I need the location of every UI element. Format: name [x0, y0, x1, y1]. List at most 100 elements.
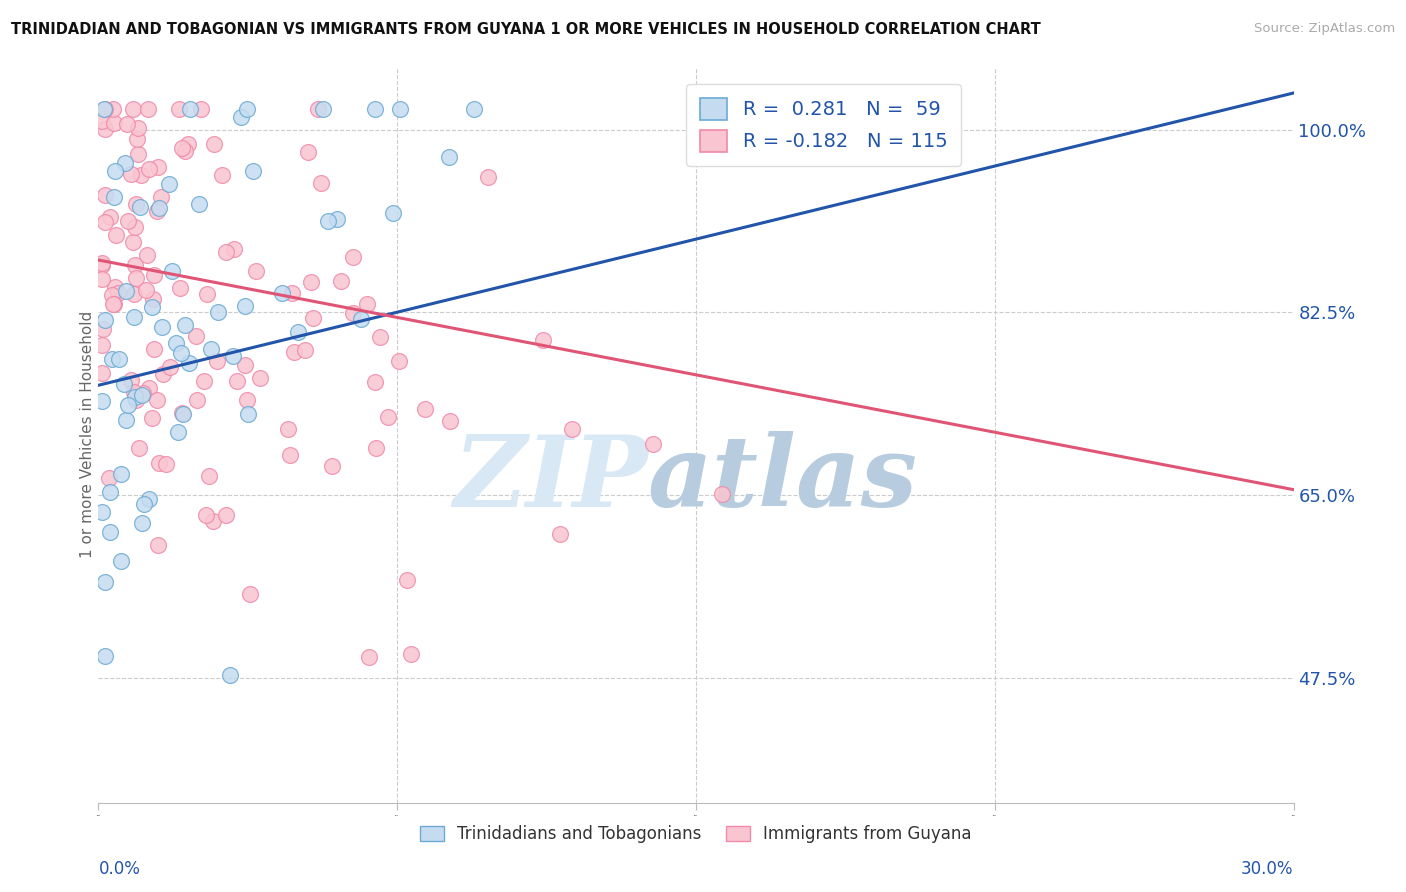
Point	[114, 413, 136, 427]
Point	[172, 407, 194, 421]
Point	[159, 359, 181, 374]
Point	[368, 330, 391, 344]
Point	[103, 190, 125, 204]
Point	[132, 385, 155, 400]
Point	[278, 448, 301, 462]
Point	[548, 527, 571, 541]
Point	[149, 189, 172, 203]
Point	[101, 351, 124, 366]
Point	[91, 367, 114, 381]
Point	[643, 437, 665, 451]
Point	[531, 333, 554, 347]
Point	[233, 300, 256, 314]
Y-axis label: 1 or more Vehicles in Household: 1 or more Vehicles in Household	[80, 311, 94, 558]
Point	[98, 210, 121, 224]
Text: TRINIDADIAN AND TOBAGONIAN VS IMMIGRANTS FROM GUYANA 1 OR MORE VEHICLES IN HOUSE: TRINIDADIAN AND TOBAGONIAN VS IMMIGRANTS…	[11, 22, 1040, 37]
Point	[561, 422, 583, 436]
Text: atlas: atlas	[648, 431, 918, 527]
Point	[167, 102, 190, 116]
Point	[138, 492, 160, 507]
Point	[236, 408, 259, 422]
Point	[91, 338, 114, 352]
Point	[91, 256, 114, 270]
Point	[122, 384, 145, 399]
Point	[321, 458, 343, 473]
Point	[94, 188, 117, 202]
Point	[138, 381, 160, 395]
Point	[165, 336, 187, 351]
Point	[100, 288, 122, 302]
Point	[125, 196, 148, 211]
Point	[131, 516, 153, 530]
Text: Source: ZipAtlas.com: Source: ZipAtlas.com	[1254, 22, 1395, 36]
Point	[184, 329, 207, 343]
Point	[202, 136, 225, 151]
Point	[200, 343, 222, 357]
Text: 0.0%: 0.0%	[98, 860, 141, 879]
Point	[141, 301, 163, 315]
Point	[169, 281, 191, 295]
Point	[205, 354, 228, 368]
Point	[242, 164, 264, 178]
Point	[271, 286, 294, 301]
Point	[91, 272, 114, 286]
Point	[211, 168, 233, 182]
Point	[312, 102, 335, 116]
Point	[91, 258, 114, 272]
Point	[127, 147, 149, 161]
Point	[162, 263, 184, 277]
Point	[91, 393, 114, 408]
Point	[364, 102, 387, 116]
Text: ZIP: ZIP	[453, 431, 648, 527]
Point	[195, 286, 218, 301]
Point	[98, 471, 121, 485]
Point	[122, 235, 145, 249]
Point	[98, 484, 121, 499]
Point	[415, 401, 437, 416]
Point	[93, 102, 115, 116]
Point	[120, 373, 142, 387]
Point	[155, 458, 177, 472]
Point	[301, 311, 323, 326]
Point	[141, 411, 163, 425]
Point	[142, 292, 165, 306]
Point	[91, 322, 114, 336]
Point	[233, 358, 256, 372]
Point	[170, 141, 193, 155]
Point	[710, 487, 733, 501]
Point	[382, 206, 405, 220]
Point	[229, 111, 252, 125]
Point	[103, 116, 125, 130]
Point	[110, 554, 132, 568]
Point	[194, 508, 217, 523]
Point	[104, 280, 127, 294]
Point	[439, 414, 461, 428]
Point	[101, 102, 124, 116]
Point	[307, 102, 329, 116]
Text: 30.0%: 30.0%	[1241, 860, 1294, 879]
Point	[94, 648, 117, 663]
Point	[439, 150, 461, 164]
Point	[135, 283, 157, 297]
Point	[329, 274, 352, 288]
Point	[287, 325, 309, 339]
Point	[177, 356, 200, 370]
Point	[215, 508, 238, 522]
Point	[281, 285, 304, 300]
Point	[104, 164, 127, 178]
Point	[124, 390, 146, 404]
Point	[389, 102, 412, 116]
Point	[309, 176, 332, 190]
Point	[128, 441, 150, 455]
Point	[94, 102, 117, 116]
Point	[193, 374, 215, 388]
Point	[138, 162, 160, 177]
Point	[93, 574, 115, 589]
Point	[142, 342, 165, 356]
Point	[177, 136, 200, 151]
Point	[283, 345, 305, 359]
Point	[91, 505, 114, 519]
Point	[377, 410, 399, 425]
Point	[356, 297, 378, 311]
Point	[299, 275, 322, 289]
